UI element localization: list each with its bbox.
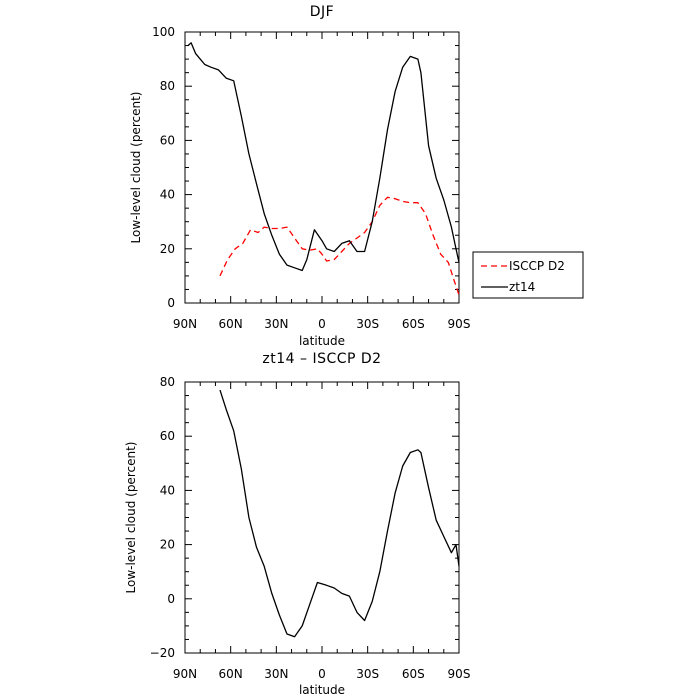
top-x-tick-label: 30N	[264, 317, 288, 331]
bottom-y-tick-label: 80	[160, 375, 175, 389]
bottom-x-tick-label: 90S	[448, 667, 471, 681]
bottom-y-tick-label: 60	[160, 429, 175, 443]
bottom-x-axis-title: latitude	[299, 683, 345, 697]
bottom-panel: zt14 – ISCCP D2 90N 60N 30N 0 30S 60S 90S −20 0 2…	[124, 351, 470, 697]
bottom-x-tick-label: 60S	[402, 667, 425, 681]
top-y-tick-label: 100	[152, 25, 175, 39]
top-y-axis-title: Low-level cloud (percent)	[129, 92, 143, 244]
bottom-y-tick-label: 40	[160, 483, 175, 497]
top-y-tick-label: 20	[160, 242, 175, 256]
top-x-tick-label: 90S	[448, 317, 471, 331]
top-y-tick-label: 40	[160, 188, 175, 202]
bottom-y-axis-title: Low-level cloud (percent)	[124, 442, 138, 594]
top-panel: DJF 90N 60N 30N 0 30S 60S 90S 0 20 40 60 80 100 lati…	[129, 4, 584, 348]
bottom-y-tick-label: 0	[167, 592, 175, 606]
bottom-x-tick-label: 60N	[219, 667, 243, 681]
top-x-tick-label: 60S	[402, 317, 425, 331]
bottom-x-tick-label: 0	[318, 667, 326, 681]
bottom-x-tick-label: 30S	[356, 667, 379, 681]
top-x-tick-label: 0	[318, 317, 326, 331]
legend-label-isccp-d2: ISCCP D2	[509, 259, 565, 273]
legend-box	[472, 251, 584, 299]
legend: ISCCP D2 zt14	[472, 251, 584, 299]
bottom-y-tick-label: 20	[160, 538, 175, 552]
top-y-tick-label: 80	[160, 79, 175, 93]
top-x-tick-label: 60N	[219, 317, 243, 331]
top-x-tick-label: 90N	[173, 317, 197, 331]
top-series-group	[187, 42, 460, 296]
top-y-tick-label: 0	[167, 296, 175, 310]
bottom-x-tick-label: 90N	[173, 667, 197, 681]
top-x-axis-title: latitude	[299, 334, 345, 348]
bottom-chart-title: zt14 – ISCCP D2	[262, 351, 381, 367]
bottom-y-tick-label: −20	[150, 646, 175, 660]
bottom-series-line-0	[219, 389, 460, 638]
top-y-tick-label: 60	[160, 133, 175, 147]
bottom-series-group	[219, 389, 460, 638]
legend-label-zt14: zt14	[509, 280, 535, 294]
top-series-line-isccp-d2	[219, 196, 460, 296]
bottom-axes-ticks: 90N 60N 30N 0 30S 60S 90S −20 0 20 40 60 80	[150, 375, 471, 681]
top-series-line-zt14	[187, 42, 460, 272]
top-x-tick-label: 30S	[356, 317, 379, 331]
top-axes-ticks: 90N 60N 30N 0 30S 60S 90S 0 20 40 60 80 100	[152, 25, 470, 331]
bottom-x-tick-label: 30N	[264, 667, 288, 681]
top-chart-title: DJF	[310, 4, 334, 20]
